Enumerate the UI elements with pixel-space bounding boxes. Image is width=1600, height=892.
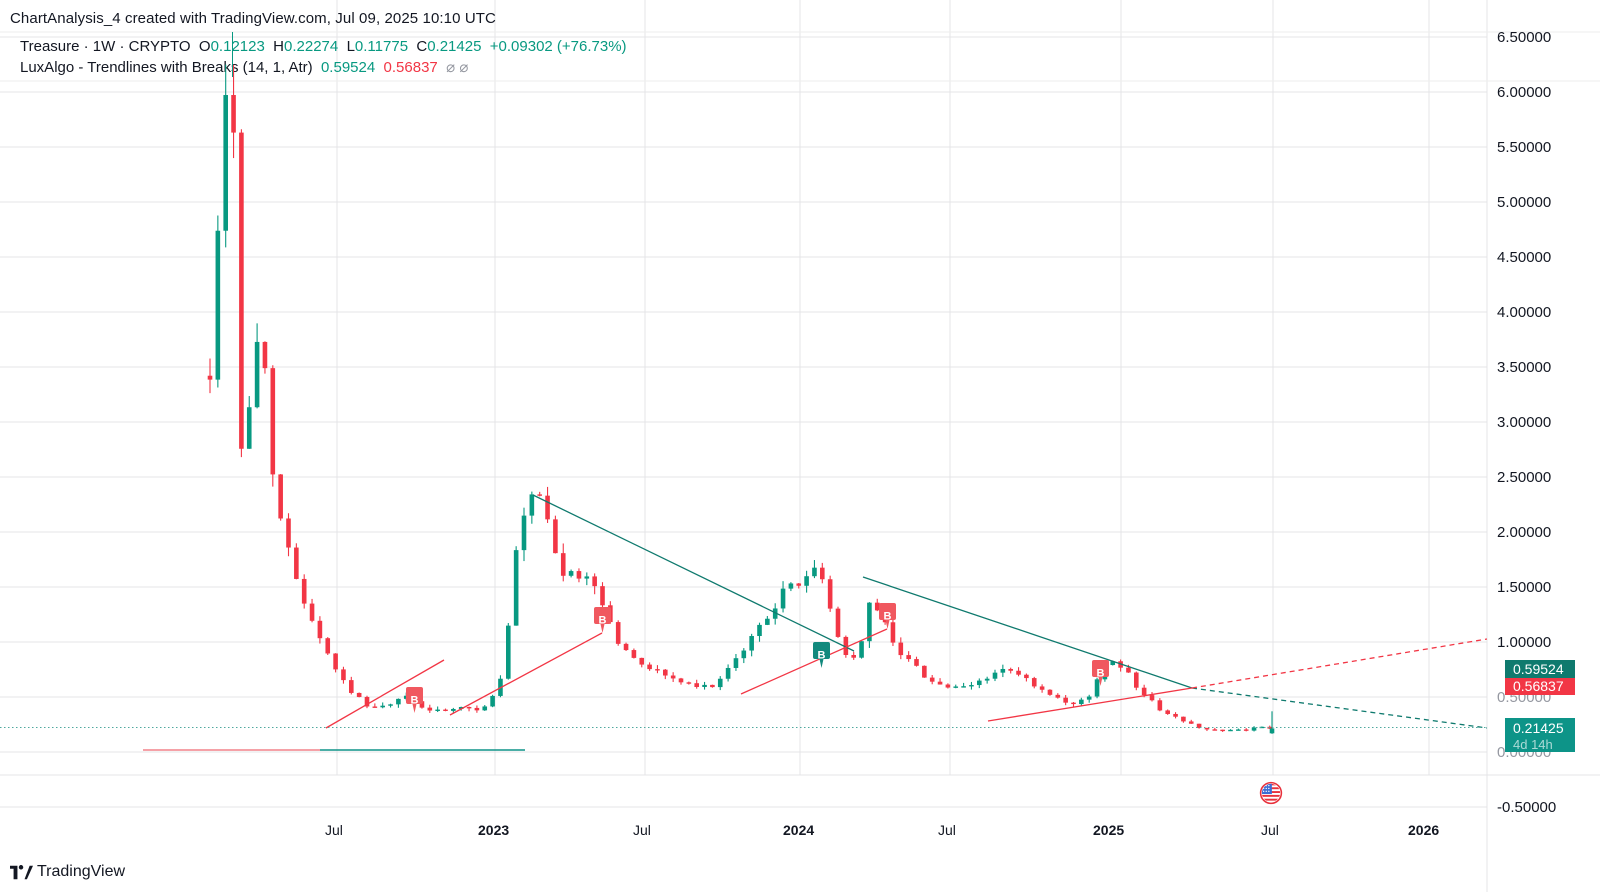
svg-text:B: B	[818, 649, 826, 661]
svg-text:B: B	[411, 694, 419, 706]
svg-text:B: B	[884, 610, 892, 622]
svg-text:B: B	[1097, 667, 1105, 679]
svg-text:B: B	[599, 614, 607, 626]
